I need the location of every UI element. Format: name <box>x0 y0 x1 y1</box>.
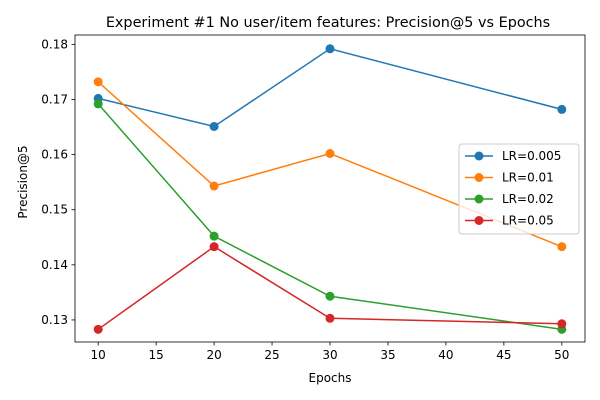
data-point <box>209 121 219 131</box>
data-point <box>557 242 567 252</box>
data-point <box>325 313 335 323</box>
legend-label: LR=0.02 <box>502 192 554 206</box>
y-tick-label: 0.13 <box>41 313 68 327</box>
x-tick-label: 50 <box>554 348 569 362</box>
data-point <box>557 319 567 329</box>
data-point <box>557 104 567 114</box>
x-tick-label: 25 <box>264 348 279 362</box>
legend-label: LR=0.05 <box>502 214 554 228</box>
legend-box <box>458 143 580 235</box>
data-point <box>209 231 219 241</box>
series-1 <box>93 77 567 252</box>
series-line <box>97 103 562 331</box>
x-axis-label: Epochs <box>309 371 352 385</box>
legend-label: LR=0.005 <box>502 149 561 163</box>
series-3 <box>93 242 567 334</box>
data-point <box>93 324 103 334</box>
x-tick-label: 40 <box>438 348 453 362</box>
legend: LR=0.005 LR=0.01 LR=0.02 LR=0.05 <box>458 143 580 235</box>
series-2 <box>93 99 567 334</box>
data-point <box>93 77 103 87</box>
legend-swatch-marker <box>474 151 484 161</box>
x-axis: 10 15 20 25 30 35 40 45 50 <box>91 342 569 362</box>
data-point <box>325 291 335 301</box>
data-point <box>93 99 103 109</box>
y-axis-label: Precision@5 <box>16 145 30 218</box>
x-tick-label: 20 <box>206 348 221 362</box>
data-point <box>325 149 335 159</box>
series-line <box>97 81 563 248</box>
series-line <box>98 47 563 128</box>
legend-swatch-marker <box>474 173 484 182</box>
chart-title: Experiment #1 No user/item features: Pre… <box>106 15 550 31</box>
x-tick-label: 10 <box>91 348 106 362</box>
y-tick-label: 0.17 <box>41 92 68 106</box>
y-tick-label: 0.14 <box>41 258 68 272</box>
data-point <box>209 181 219 191</box>
legend-swatch-marker <box>474 194 484 204</box>
data-point <box>209 242 219 252</box>
legend-swatch-marker <box>474 216 484 225</box>
y-tick-label: 0.15 <box>41 203 68 217</box>
x-tick-label: 15 <box>148 348 163 362</box>
x-tick-label: 30 <box>322 348 337 362</box>
series-line <box>97 245 562 330</box>
y-tick-label: 0.16 <box>41 148 68 162</box>
data-point <box>325 44 335 54</box>
x-tick-label: 45 <box>496 348 511 362</box>
x-tick-label: 35 <box>380 348 395 362</box>
legend-label: LR=0.01 <box>502 171 554 185</box>
y-tick-label: 0.18 <box>41 37 68 51</box>
y-axis: 0.13 0.14 0.15 0.16 0.17 0.18 <box>41 37 75 327</box>
series-layer <box>93 44 567 334</box>
